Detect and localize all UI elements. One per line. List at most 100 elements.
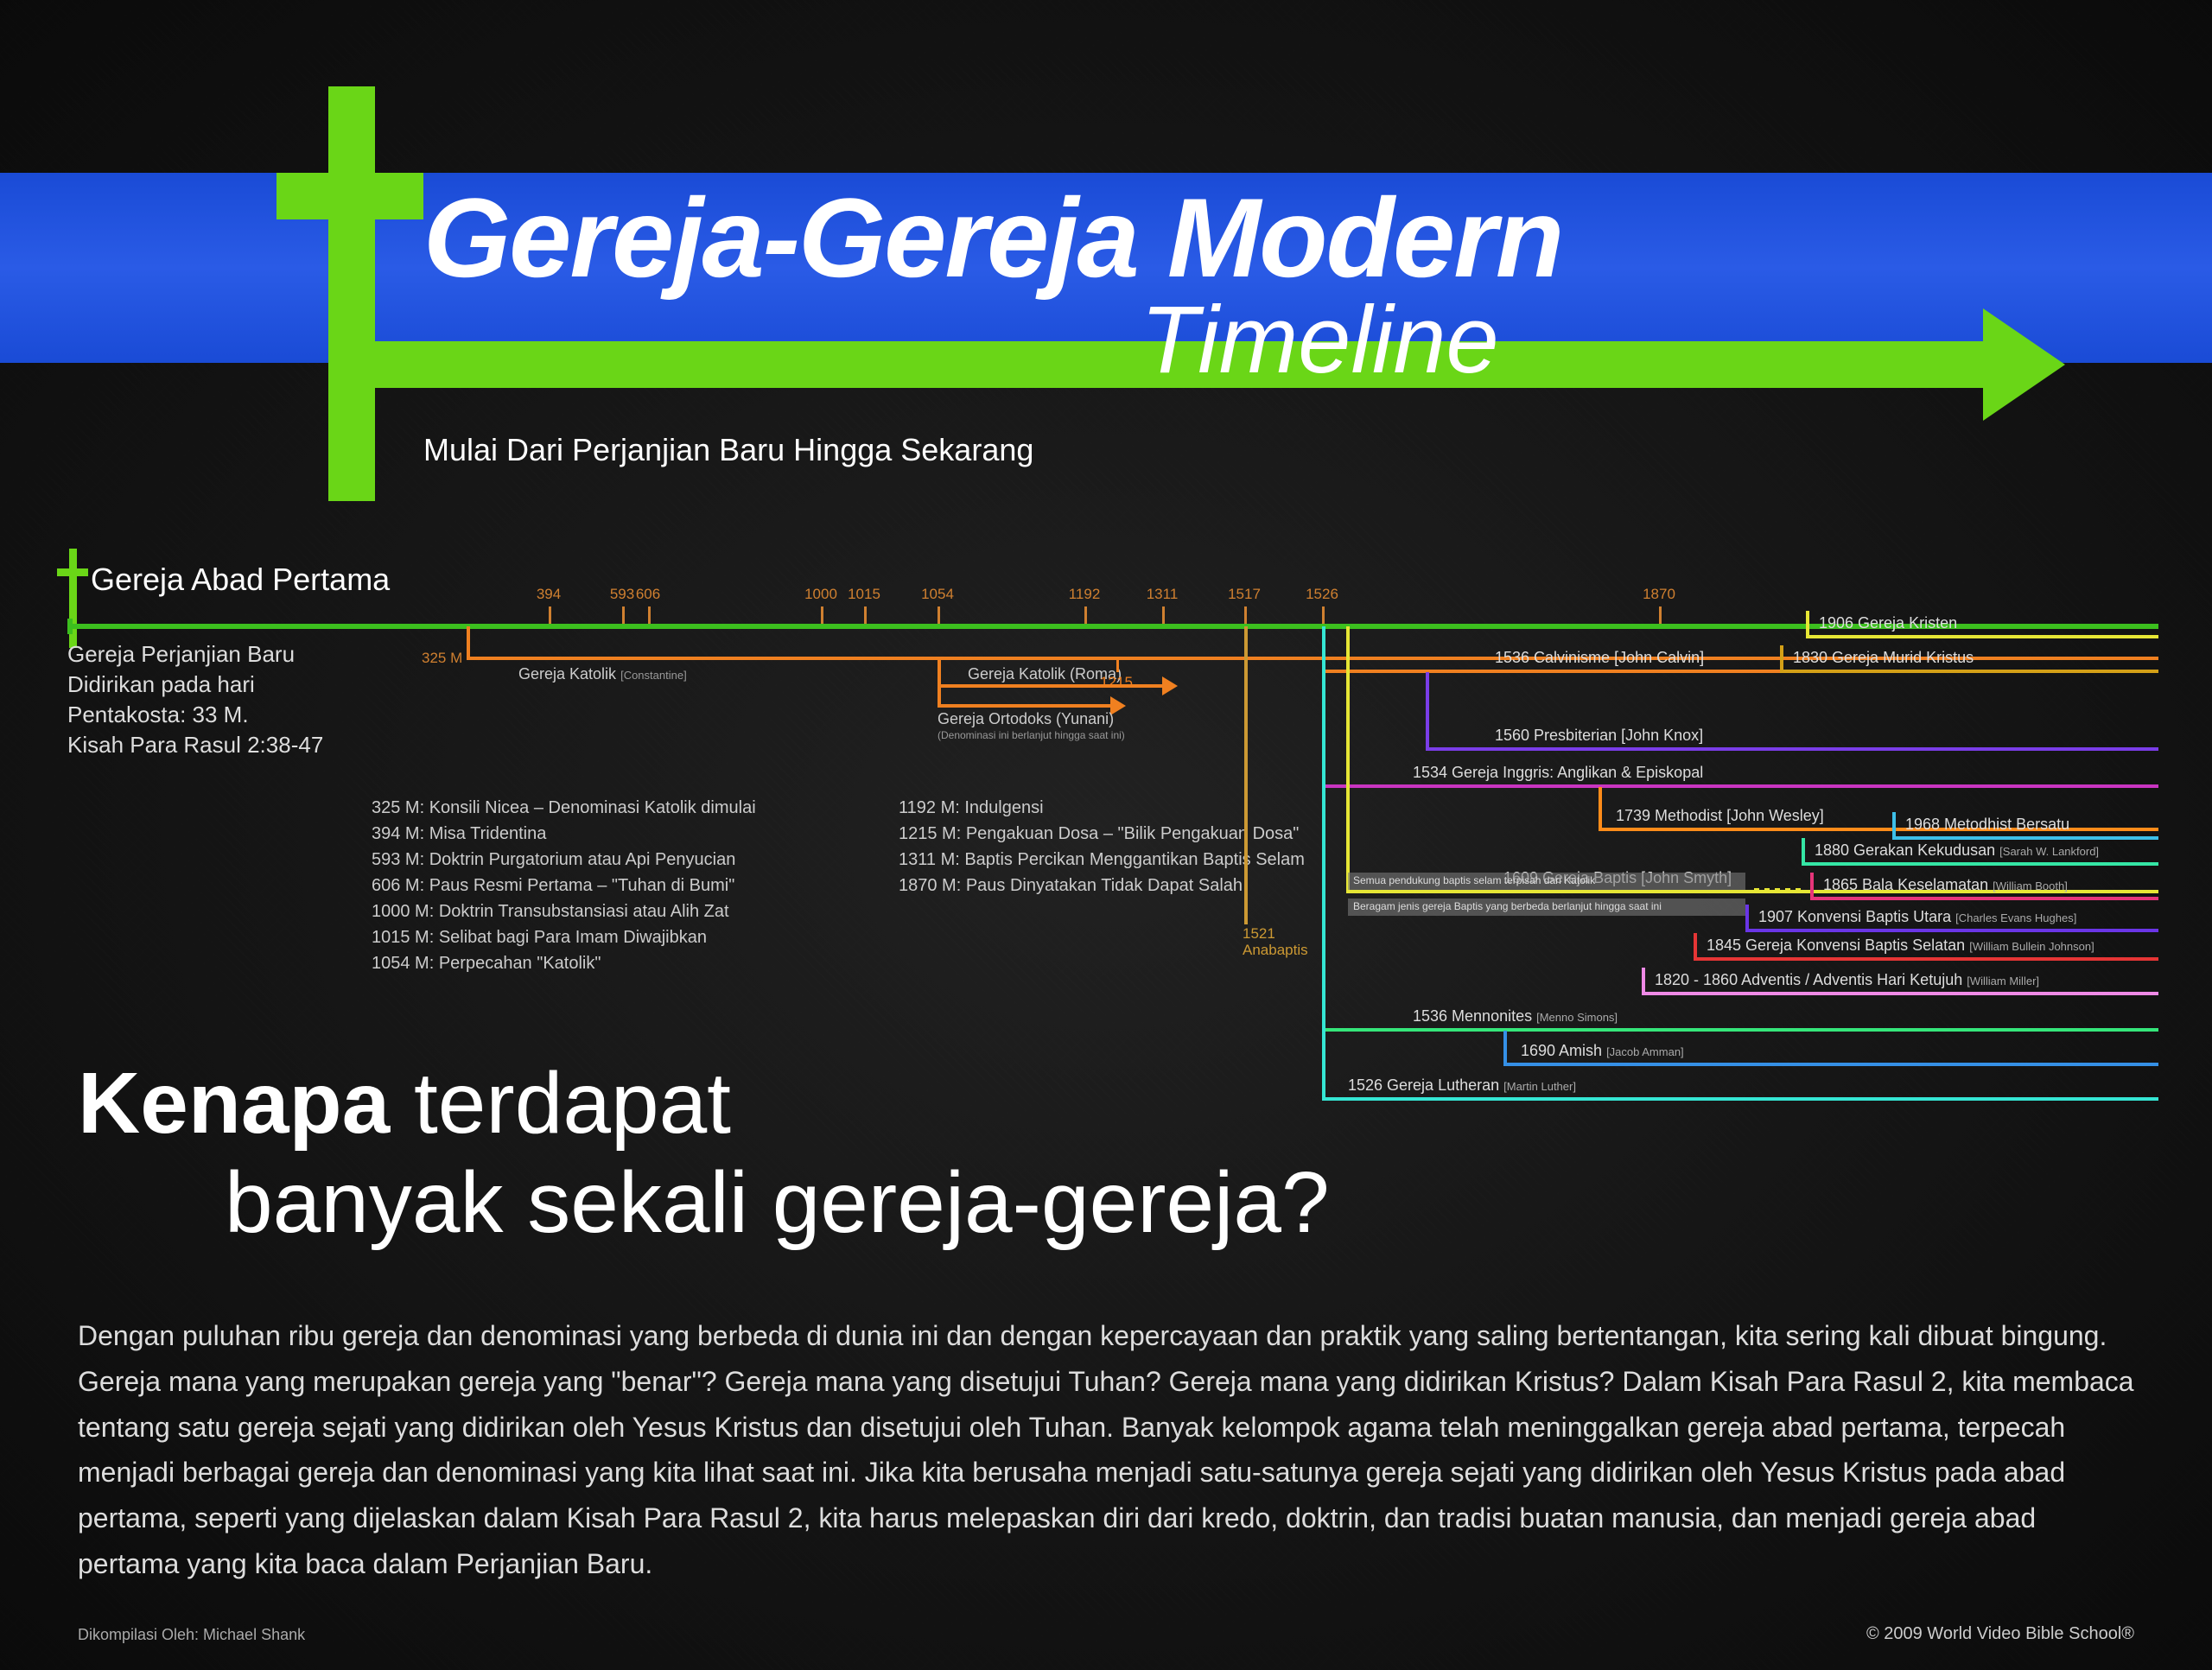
- body-text: Dengan puluhan ribu gereja dan denominas…: [78, 1313, 2134, 1587]
- sub-branch-vline: [1810, 873, 1814, 898]
- branch-vline: [1322, 626, 1325, 1100]
- orthodox-line: [938, 704, 1110, 708]
- question: Kenapa terdapat banyak sekali gereja-ger…: [78, 1054, 1330, 1253]
- tick-1215-label: 1215: [1100, 674, 1133, 691]
- first-church-title: Gereja Abad Pertama: [91, 562, 390, 598]
- copyright: © 2009 World Video Bible School®: [1866, 1624, 2134, 1644]
- branch-hline: [1503, 1063, 2158, 1066]
- events-left: 325 M: Konsili Nicea – Denominasi Katoli…: [372, 795, 756, 976]
- fc-line: Kisah Para Rasul 2:38-47: [67, 730, 323, 760]
- sub-branch-hline: [1694, 957, 2158, 961]
- subtitle: Mulai Dari Perjanjian Baru Hingga Sekara…: [423, 432, 1033, 468]
- tick-label: 606: [636, 586, 660, 603]
- fc-line: Pentakosta: 33 M.: [67, 700, 323, 730]
- event: 394 M: Misa Tridentina: [372, 821, 756, 847]
- sub-branch-label: 1968 Metodhist Bersatu: [1905, 816, 2069, 834]
- sub-branch-vline: [1694, 933, 1697, 959]
- branch-hline: [1426, 747, 2158, 751]
- tick: [938, 606, 940, 624]
- small-cross-h: [57, 568, 88, 576]
- sub-branch-hline: [1892, 836, 2158, 840]
- branch-hline: [1322, 1028, 2158, 1032]
- tick-label: 1517: [1228, 586, 1261, 603]
- sub-branch-hline: [1745, 929, 2158, 932]
- q-bold: Kenapa: [78, 1055, 390, 1152]
- tick: [622, 606, 625, 624]
- sub-branch-label: 1830 Gereja Murid Kristus: [1793, 649, 1974, 667]
- event: 1000 M: Doktrin Transubstansiasi atau Al…: [372, 898, 756, 924]
- event: 325 M: Konsili Nicea – Denominasi Katoli…: [372, 795, 756, 821]
- catholic-name: Gereja Katolik: [518, 665, 616, 683]
- tick: [1162, 606, 1165, 624]
- branch-label: 1536 Mennonites [Menno Simons]: [1413, 1007, 1618, 1025]
- sub-branch-label: 1907 Konvensi Baptis Utara [Charles Evan…: [1758, 908, 2076, 926]
- title-sub: Timeline: [1141, 285, 1499, 395]
- sub-branch-hline: [1642, 992, 2158, 995]
- tick: [549, 606, 551, 624]
- anabaptis-line: [1244, 626, 1248, 924]
- title-main: Gereja-Gereja Modern: [423, 173, 1562, 302]
- baptist-note-1: Semua pendukung baptis selam terpisah da…: [1348, 873, 1745, 890]
- tick-label: 1870: [1643, 586, 1675, 603]
- tick: [821, 606, 823, 624]
- tick-1215: [1116, 658, 1119, 672]
- catholic-sub: [Constantine]: [620, 669, 687, 682]
- baptist-dotted: [1754, 888, 1806, 892]
- event: 1054 M: Perpecahan "Katolik": [372, 950, 756, 976]
- orthodox-label: Gereja Ortodoks (Yunani): [938, 710, 1114, 728]
- sub-branch-hline: [1810, 897, 2158, 900]
- branch-label: 1560 Presbiterian [John Knox]: [1495, 727, 1703, 745]
- start-year: 325 M: [422, 650, 462, 667]
- branch-vline: [1599, 787, 1602, 830]
- tick-label: 593: [610, 586, 634, 603]
- cross-vertical: [328, 86, 375, 501]
- arrow-tip: [1983, 308, 2065, 421]
- sub-branch-vline: [1745, 905, 1749, 930]
- branch-vline: [1346, 626, 1350, 892]
- catholic-label: Gereja Katolik [Constantine]: [518, 665, 687, 683]
- branch-hline: [1322, 784, 2158, 788]
- tick-label: 1192: [1069, 586, 1101, 603]
- event: 593 M: Doktrin Purgatorium atau Api Peny…: [372, 847, 756, 873]
- tick: [1244, 606, 1247, 624]
- anabaptis-name: Anabaptis: [1243, 943, 1308, 959]
- sub-branch-label: 1865 Bala Keselamatan [William Booth]: [1823, 876, 2068, 894]
- tick-label: 1311: [1147, 586, 1179, 603]
- sub-branch-label: 1880 Gerakan Kekudusan [Sarah W. Lankfor…: [1815, 841, 2099, 860]
- sub-branch-vline: [1892, 812, 1896, 838]
- sub-branch-vline: [1780, 645, 1783, 671]
- tick: [1084, 606, 1087, 624]
- fc-line: Didirikan pada hari: [67, 670, 323, 700]
- sub-branch-hline: [1780, 670, 2158, 673]
- tick: [1659, 606, 1662, 624]
- fc-line: Gereja Perjanjian Baru: [67, 639, 323, 670]
- branch-hline: [1599, 828, 2158, 831]
- tick-label: 1054: [921, 586, 954, 603]
- event: 606 M: Paus Resmi Pertama – "Tuhan di Bu…: [372, 873, 756, 898]
- sub-branch-label: 1906 Gereja Kristen: [1819, 614, 1957, 632]
- sub-branch-vline: [1802, 838, 1805, 864]
- catholic-drop: [467, 626, 470, 659]
- branch-hline: [1322, 1097, 2158, 1101]
- sub-branch-hline: [1806, 635, 2158, 638]
- tick-label: 1015: [848, 586, 880, 603]
- first-church-text: Gereja Perjanjian Baru Didirikan pada ha…: [67, 639, 323, 760]
- branch-label: 1526 Gereja Lutheran [Martin Luther]: [1348, 1076, 1576, 1095]
- roma-label: Gereja Katolik (Roma): [968, 665, 1122, 683]
- branch-label: 1534 Gereja Inggris: Anglikan & Episkopa…: [1413, 764, 1703, 782]
- q-line1: Kenapa terdapat: [78, 1054, 1330, 1153]
- tick-label: 1000: [804, 586, 837, 603]
- tick-label: 394: [537, 586, 561, 603]
- q-rest: terdapat: [390, 1055, 731, 1152]
- branch-vline: [1503, 1031, 1507, 1065]
- orthodox-sublabel: (Denominasi ini berlanjut hingga saat in…: [938, 729, 1125, 741]
- sub-branch-label: 1845 Gereja Konvensi Baptis Selatan [Wil…: [1707, 937, 2094, 955]
- sub-branch-label: 1820 - 1860 Adventis / Adventis Hari Ket…: [1655, 971, 2039, 989]
- tick: [648, 606, 651, 624]
- compiled-by: Dikompilasi Oleh: Michael Shank: [78, 1626, 305, 1644]
- axis-origin: [67, 619, 73, 634]
- branch-label: 1690 Amish [Jacob Amman]: [1521, 1042, 1684, 1060]
- sub-branch-hline: [1802, 862, 2158, 866]
- sub-branch-vline: [1642, 968, 1645, 994]
- q-line2: banyak sekali gereja-gereja?: [78, 1153, 1330, 1253]
